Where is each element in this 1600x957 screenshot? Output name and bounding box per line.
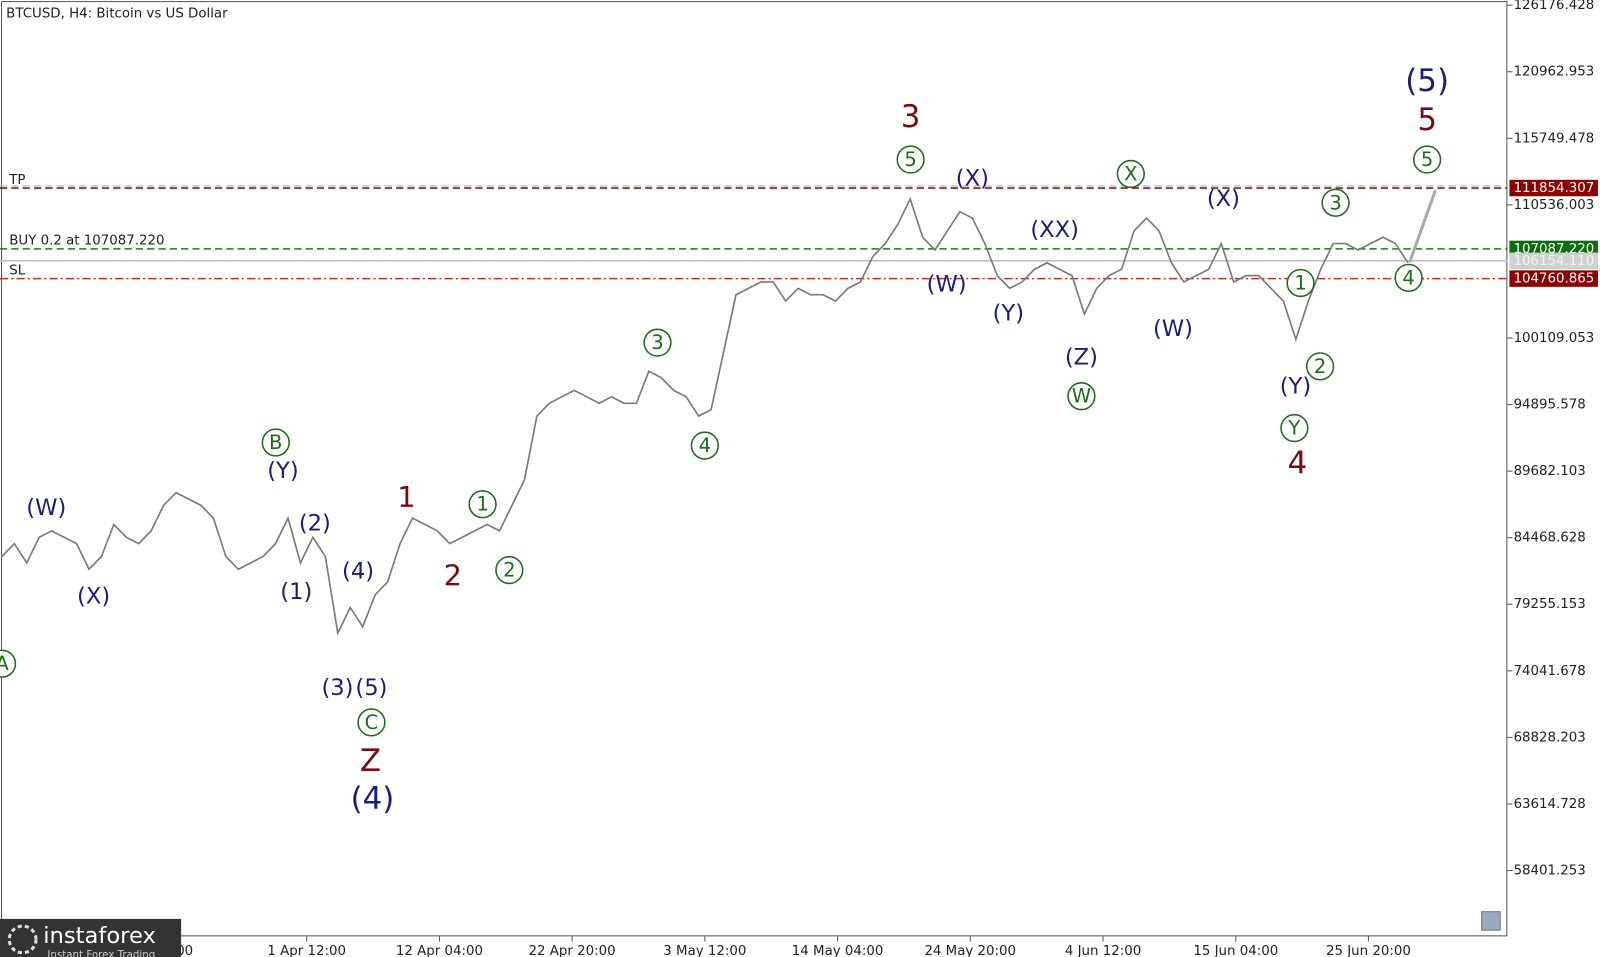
wave-label: (5) [355,675,387,701]
logo: instaforex Instant Forex Trading [0,918,182,957]
wave-label: (Z) [1065,345,1098,371]
wave-label: (X) [956,166,989,192]
wave-label: (W) [1153,316,1193,342]
wave-label: (XX) [1030,217,1079,243]
y-tick-label: 79255.153 [1514,597,1586,612]
y-tick-label: 84468.628 [1514,531,1586,546]
wave-label: (4) [342,559,374,585]
wave-label: 3 [1329,191,1341,214]
price-label: 111854.307 [1514,181,1595,196]
x-tick-label: 14 May 04:00 [792,944,884,957]
wave-label: Z [360,743,381,779]
y-tick-label: 94895.578 [1514,398,1586,413]
wave-circle [495,555,524,585]
x-tick-label: 1 Apr 12:00 [267,944,346,957]
logo-icon [7,924,38,955]
wave-circle [261,428,290,457]
wave-label: (Y) [267,458,298,484]
price-label: 106154.110 [1514,254,1595,269]
price-label-bg [1509,270,1598,287]
wave-label: (3) [321,675,353,701]
y-tick-label: 63614.728 [1514,797,1586,812]
wave-label: (W) [26,495,66,521]
wave-label: 4 [1402,266,1414,289]
wave-circle [896,145,925,174]
y-tick-label: 110536.003 [1514,198,1595,213]
wave-label: B [269,431,282,454]
x-tick-label: 4 Jun 12:00 [1065,944,1141,957]
wave-label: W [1072,385,1091,408]
level-name: SL [9,263,25,278]
wave-label: 1 [476,493,488,516]
wave-label: (4) [351,781,395,817]
wave-label: (W) [927,272,967,298]
wave-label: (Y) [993,300,1024,326]
chart-title: BTCUSD, H4: Bitcoin vs US Dollar [6,6,228,21]
wave-label: X [1124,162,1137,185]
corner-icon[interactable] [1481,911,1501,931]
x-tick-label: 12 Apr 04:00 [396,944,483,957]
wave-circle [1286,268,1315,298]
y-tick-label: 120962.953 [1514,65,1595,80]
wave-label: 5 [904,148,916,171]
wave-label: 2 [444,558,462,592]
x-tick-label: 24 May 20:00 [924,944,1016,957]
wave-label: Y [1287,417,1300,440]
wave-label: 1 [1294,272,1306,295]
price-label-bg [1509,179,1598,197]
wave-label: (X) [77,583,110,609]
x-tick-label: 25 Jun 20:00 [1326,944,1411,957]
price-label-bg [1509,252,1598,270]
plot-frame [1,1,1508,937]
x-tick-label: 15 Jun 04:00 [1193,944,1278,957]
level-name: TP [8,173,25,188]
wave-label: 2 [1314,355,1326,378]
y-tick-label: 115749.478 [1514,131,1595,146]
logo-bg [0,918,182,957]
y-tick-label: 74041.678 [1514,664,1586,679]
wave-circle [1067,382,1096,411]
wave-circle [690,431,719,460]
projection [1408,189,1437,263]
wave-label: 2 [503,559,515,582]
wave-circle [0,649,17,678]
wave-label: C [365,711,379,734]
wave-label: 3 [901,99,921,135]
y-tick-label: 126176.428 [1514,0,1595,13]
wave-label: 3 [651,331,663,354]
wave-circle [1116,159,1145,189]
wave-circle [1394,263,1423,293]
x-tick-label: 3 May 12:00 [663,944,746,957]
wave-label: 5 [1421,148,1433,171]
wave-circle [1305,352,1335,381]
wave-label: 4 [699,434,711,457]
wave-circle [1321,188,1350,217]
wave-label: (X) [1207,186,1240,212]
y-tick-label: 89682.103 [1514,464,1586,479]
wave-circle [357,708,386,737]
level-name: BUY 0.2 at 107087.220 [9,234,164,249]
wave-label: (2) [299,510,331,536]
y-tick-label: 100109.053 [1514,331,1595,346]
wave-label: 4 [1288,446,1308,482]
wave-label: (1) [280,579,312,605]
wave-circle [643,328,672,357]
y-tick-label: 58401.253 [1514,864,1586,879]
price-label: 104760.865 [1514,272,1595,287]
logo-tagline: Instant Forex Trading [47,949,155,957]
wave-label: (5) [1405,63,1449,99]
wave-circle [1412,145,1442,174]
wave-label: 5 [1417,102,1437,138]
logo-name: instaforex [43,923,156,949]
wave-label: 1 [397,480,415,514]
y-tick-label: 68828.203 [1514,730,1586,745]
x-tick-label: 22 Apr 20:00 [529,944,616,957]
wave-label: A [0,652,9,675]
price-line [1,196,1409,636]
wave-circle [1280,413,1309,443]
wave-label: (Y) [1280,373,1311,399]
wave-circle [468,490,497,519]
